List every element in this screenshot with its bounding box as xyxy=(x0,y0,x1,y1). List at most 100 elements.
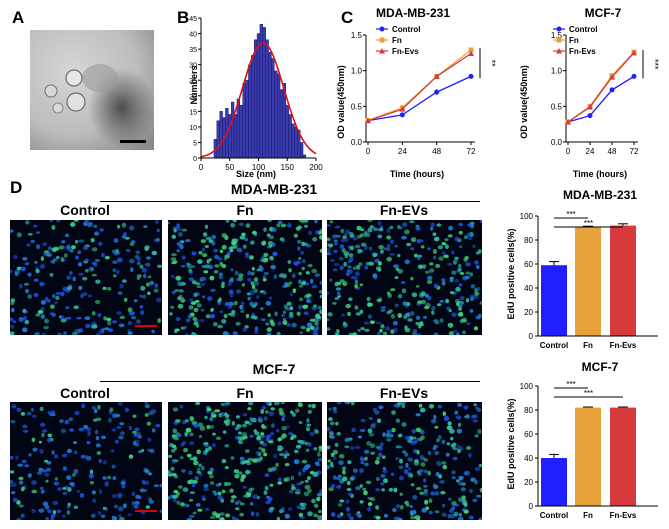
od-mda-point xyxy=(365,117,371,124)
gaussian-fit-curve xyxy=(200,42,317,158)
mcf-label-fn: Fn xyxy=(236,385,254,401)
edu-mda-significance-label: *** xyxy=(566,210,575,219)
histogram-xlabel: Size (nm) xyxy=(236,169,276,179)
histogram-bar xyxy=(245,80,249,159)
histogram-chart: 0 50 100 150 200 0 5 10 15 20 25 30 35 40 45 Size (nm)… xyxy=(189,16,323,179)
mda-label-control: Control xyxy=(60,202,110,218)
od-mcf-point xyxy=(609,74,615,80)
histogram-bar xyxy=(291,123,295,159)
od-mcf-legend-label: Control xyxy=(569,25,597,34)
od-mcf-legend-label: Fn xyxy=(569,36,579,45)
histogram-bar xyxy=(274,70,278,159)
edu-mda-bar xyxy=(541,265,567,336)
edu-mda-y-tick-label: 40 xyxy=(524,284,533,293)
histogram-y-tick-label: 35 xyxy=(189,47,197,54)
mda-row-title: MDA-MB-231 xyxy=(230,181,318,197)
panel-label-c: C xyxy=(341,8,354,27)
edu-mcf-chart: Control Fn Fn-Evs 0 20 40 60 80 100 *** *** EdU po… xyxy=(506,380,658,520)
histogram-bar xyxy=(265,39,269,159)
od-mda-point xyxy=(468,50,474,57)
edu-mda-category-label: Control xyxy=(540,341,568,350)
panel-label-d: D xyxy=(10,178,23,197)
mcf-row-divider xyxy=(100,381,480,382)
od-mda-x-tick-label: 24 xyxy=(398,147,407,156)
histogram-bar xyxy=(294,126,298,159)
histogram-y-tick-label: 40 xyxy=(189,32,197,39)
histogram-bar xyxy=(233,114,238,159)
od-mcf-series-line xyxy=(567,51,635,123)
edu-mda-ylabel: EdU positive cells(%) xyxy=(506,228,516,319)
od-mcf-x-tick-label: 48 xyxy=(608,147,617,156)
od-mcf-y-tick-label: 0.0 xyxy=(551,138,563,147)
edu-mda-y-tick-label: 80 xyxy=(524,236,533,245)
edu-mcf-category-label: Fn xyxy=(583,511,593,520)
mda-fn-evs-image xyxy=(327,220,482,335)
od-mcf-point xyxy=(565,119,571,125)
histogram-ylabel: Numbers xyxy=(189,65,199,104)
histogram-bar xyxy=(216,120,220,159)
od-mda-legend-label: Control xyxy=(392,25,420,34)
od-mcf-point xyxy=(587,104,593,110)
histogram-x-tick-label: 50 xyxy=(225,163,234,172)
histogram-x-tick-label: 0 xyxy=(199,163,204,172)
od-mda-legend-marker xyxy=(379,37,385,43)
histogram-bar xyxy=(271,58,275,159)
od-mda-title: MDA-MB-231 xyxy=(375,6,450,20)
edu-mda-bar xyxy=(575,226,601,336)
histogram-bar xyxy=(239,104,243,159)
edu-mda-y-tick-label: 0 xyxy=(529,332,534,341)
mcf-row-title: MCF-7 xyxy=(252,361,296,377)
od-mda-legend-label: Fn-Evs xyxy=(392,47,419,56)
mcf-label-control: Control xyxy=(60,385,110,401)
od-mda-point xyxy=(399,112,405,118)
histogram-y-tick-label: 5 xyxy=(193,140,197,147)
histogram-bar xyxy=(285,104,289,159)
panel-label-a: A xyxy=(12,8,25,27)
od-mcf-significance-label: *** xyxy=(650,59,660,70)
histogram-bar xyxy=(251,55,255,159)
tem-image xyxy=(30,30,154,150)
od-mda-x-tick-label: 72 xyxy=(467,147,476,156)
mda-label-fn: Fn xyxy=(236,202,254,218)
edu-mcf-significance-label: *** xyxy=(584,389,593,398)
histogram-bar xyxy=(236,98,241,159)
edu-mcf-y-tick-label: 80 xyxy=(524,406,533,415)
histogram-y-tick-label: 20 xyxy=(189,94,197,101)
od-mda-chart: 0 24 48 72 0.0 0.5 1.0 1.5 ** Time (hours) OD va… xyxy=(336,25,497,179)
histogram-x-tick-label: 200 xyxy=(309,163,323,172)
od-mda-x-tick-label: 0 xyxy=(366,147,371,156)
mda-control-image xyxy=(10,220,162,335)
mcf-fn-image xyxy=(168,402,322,520)
od-mda-y-tick-label: 0.5 xyxy=(351,102,363,111)
histogram-y-tick-label: 10 xyxy=(189,125,197,132)
od-mcf-legend-label: Fn-Evs xyxy=(569,47,596,56)
histogram-bar xyxy=(288,114,292,159)
edu-mda-y-tick-label: 100 xyxy=(520,212,534,221)
histogram-x-tick-label: 150 xyxy=(281,163,295,172)
edu-mcf-significance-label: *** xyxy=(566,380,575,389)
edu-mda-title: MDA-MB-231 xyxy=(562,188,637,202)
od-mcf-x-tick-label: 0 xyxy=(566,147,571,156)
od-mcf-x-tick-label: 24 xyxy=(586,147,595,156)
histogram-bar xyxy=(219,111,223,159)
edu-mda-bar xyxy=(610,225,636,336)
histogram-bar xyxy=(268,52,272,159)
mcf-label-fn-evs: Fn-EVs xyxy=(379,385,429,401)
mda-label-fn-evs: Fn-EVs xyxy=(379,202,429,218)
edu-mcf-y-tick-label: 0 xyxy=(529,502,534,511)
histogram-y-tick-label: 15 xyxy=(189,109,197,116)
edu-mda-y-tick-label: 60 xyxy=(524,260,533,269)
edu-mcf-title: MCF-7 xyxy=(581,360,619,374)
od-mcf-legend-marker xyxy=(556,26,562,32)
edu-mcf-ylabel: EdU positive cells(%) xyxy=(506,398,516,489)
od-mcf-y-tick-label: 1.5 xyxy=(551,31,563,40)
histogram-bar xyxy=(253,39,258,159)
mda-row-divider xyxy=(100,201,480,202)
histogram-bar xyxy=(228,114,232,159)
edu-mcf-y-tick-label: 100 xyxy=(520,382,534,391)
od-mda-series-line xyxy=(367,52,472,122)
histogram-y-tick-label: 30 xyxy=(189,63,197,70)
edu-mcf-y-tick-label: 20 xyxy=(524,478,533,487)
edu-mcf-bar xyxy=(575,407,601,506)
od-mda-legend-marker xyxy=(379,48,385,54)
